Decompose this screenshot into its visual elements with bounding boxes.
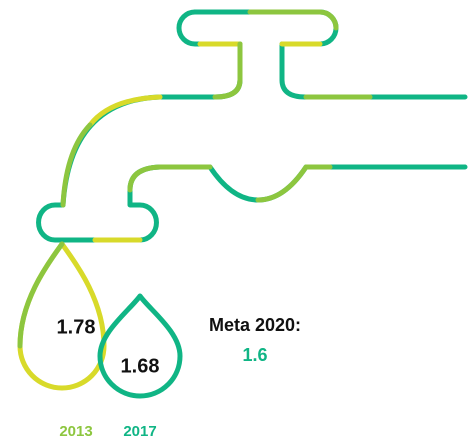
year-label: 2013 [59,423,92,440]
faucet-spout [39,167,465,240]
drop-value: 1.78 [57,316,96,338]
faucet-accent [215,44,240,97]
faucet-accent [250,12,336,28]
faucet-accent [258,167,330,200]
faucet-handle [195,12,465,97]
faucet-accent [63,125,90,205]
goal-value: 1.6 [242,345,267,365]
infographic: 1.78 1.68 Meta 2020: 1.6 2013 2017 [0,0,468,445]
drop-2017 [100,296,180,396]
year-label: 2017 [123,423,156,440]
faucet-accent [90,97,160,125]
drop-value: 1.68 [121,355,160,377]
goal-label: Meta 2020: [209,315,301,335]
faucet-accent [130,167,210,190]
faucet [39,12,465,240]
